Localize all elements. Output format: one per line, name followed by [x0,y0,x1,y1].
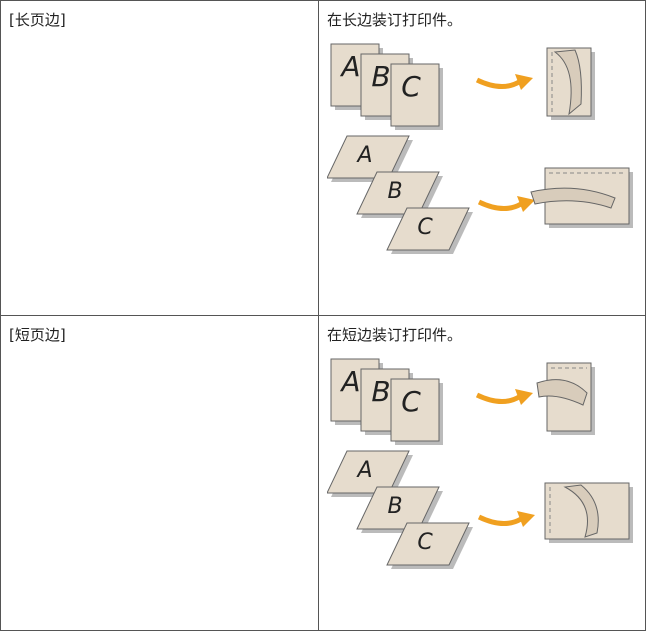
page-letter: A [355,458,372,483]
page [390,63,440,127]
arrow-head [517,511,535,527]
page [386,207,470,251]
page-curl [563,484,599,538]
option-description: 在短边装订打印件。 [327,326,463,344]
page-letter: A [355,143,372,168]
page-curl [553,49,582,116]
table-cell: [长页边] [0,0,319,316]
page-letter: B [387,494,402,519]
page-letter: A [339,365,360,398]
option-description: 在长边装订打印件。 [327,11,463,29]
arrow [477,514,523,526]
page-letter: C [401,70,421,103]
arrow-head [517,196,535,212]
option-label: [短页边] [9,326,66,344]
page [386,522,470,566]
page-letter: B [371,375,390,408]
page [390,378,440,442]
page-letter: B [371,60,390,93]
arrow-head [515,74,533,90]
page-letter: C [401,385,421,418]
page-letter: B [387,179,402,204]
arrow [477,199,523,211]
arrow [475,392,521,404]
page-curl [530,187,616,209]
page-letter: C [417,530,433,555]
page-curl [536,379,588,406]
arrow [475,77,521,89]
table-cell: [短页边] [0,315,319,631]
page-letter: C [417,215,433,240]
arrow-head [515,389,533,405]
option-label: [长页边] [9,11,66,29]
page-letter: A [339,50,360,83]
